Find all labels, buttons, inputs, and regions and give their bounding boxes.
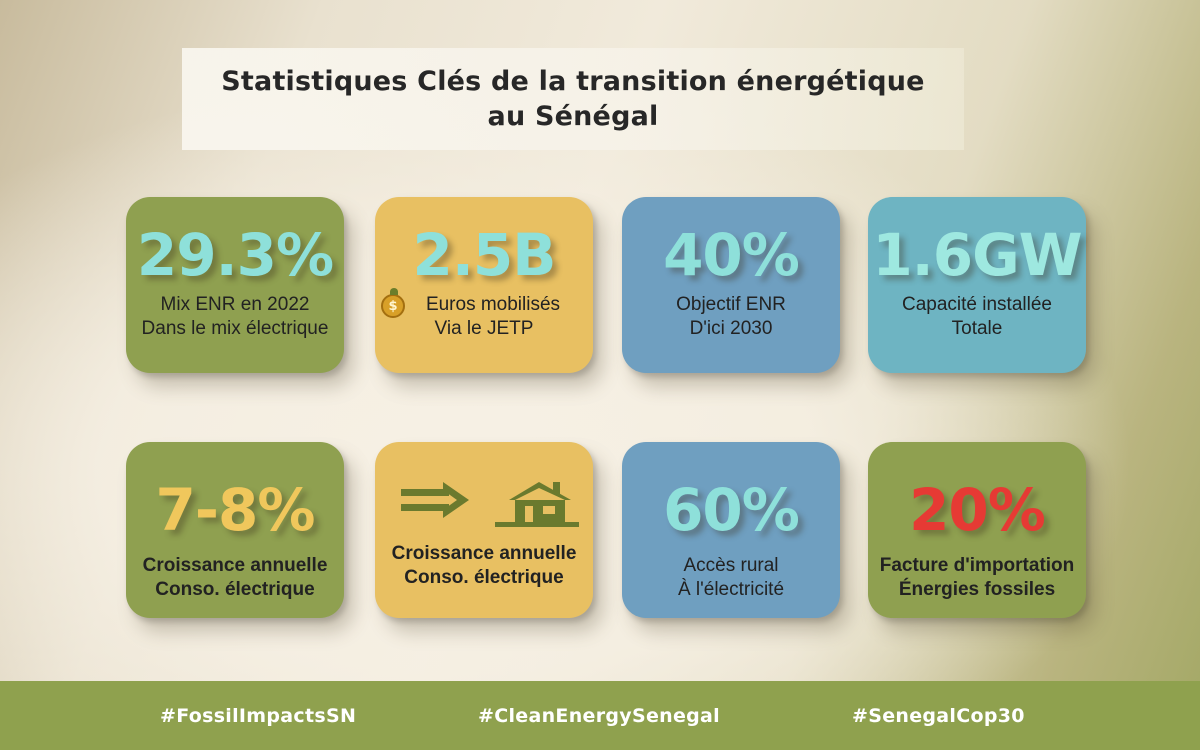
stat-value: 40% bbox=[663, 221, 800, 289]
stat-label-line-2: Via le JETP bbox=[434, 318, 534, 339]
stat-card-fossil-import-bill: 20% Facture d'importation Énergies fossi… bbox=[868, 442, 1086, 618]
page-title-line-1: Statistiques Clés de la transition énerg… bbox=[221, 66, 925, 97]
stat-label-line-2: Conso. électrique bbox=[404, 567, 564, 588]
stat-card-consumption-growth: 7-8% Croissance annuelle Conso. électriq… bbox=[126, 442, 344, 618]
hashtag-senegal-cop30: #SenegalCop30 bbox=[852, 705, 1025, 727]
hashtag-clean-energy: #CleanEnergySenegal bbox=[478, 705, 720, 727]
stat-label-line-1: Capacité installée bbox=[902, 294, 1052, 315]
stat-value: 1.6GW bbox=[872, 221, 1082, 289]
double-arrow-right-icon bbox=[401, 482, 469, 518]
stat-label-line-2: Dans le mix électrique bbox=[141, 318, 329, 339]
house-icon bbox=[495, 482, 579, 527]
stat-value: 29.3% bbox=[136, 221, 334, 289]
stat-label-line-1: Facture d'importation bbox=[879, 555, 1075, 576]
footer-bar: #FossilImpactsSN #CleanEnergySenegal #Se… bbox=[0, 681, 1200, 750]
stat-card-rural-access: 60% Accès rural À l'électricité bbox=[622, 442, 840, 618]
stat-label-line-1: Accès rural bbox=[683, 555, 779, 576]
stat-card-renewable-target: 40% Objectif ENR D'ici 2030 bbox=[622, 197, 840, 373]
stat-label-line-1: Croissance annuelle bbox=[142, 555, 328, 576]
stat-label-line-1: Mix ENR en 2022 bbox=[160, 294, 310, 315]
stat-value: 2.5B bbox=[412, 221, 557, 289]
page-title-line-2: au Sénégal bbox=[487, 101, 659, 132]
title-banner: Statistiques Clés de la transition énerg… bbox=[182, 48, 964, 150]
stat-label-line-2: D'ici 2030 bbox=[689, 318, 773, 339]
stat-card-consumption-growth-icons: Croissance annuelle Conso. électrique bbox=[375, 442, 593, 618]
stat-label-line-1: Euros mobilisés bbox=[425, 294, 561, 315]
stat-value: 20% bbox=[909, 476, 1046, 544]
hashtag-fossil-impacts: #FossilImpactsSN bbox=[160, 705, 357, 727]
icon-row bbox=[389, 476, 579, 530]
stat-card-jetp-funding: 2.5B $ Euros mobilisés Via le JETP bbox=[375, 197, 593, 373]
stat-card-renewable-mix: 29.3% Mix ENR en 2022 Dans le mix électr… bbox=[126, 197, 344, 373]
stat-label-line-2: Conso. électrique bbox=[155, 579, 315, 600]
stat-label-line-2: À l'électricité bbox=[677, 579, 785, 600]
stat-value: 60% bbox=[663, 476, 800, 544]
stat-value: 7-8% bbox=[155, 476, 316, 544]
stat-label-line-1: Objectif ENR bbox=[676, 294, 786, 315]
stat-card-installed-capacity: 1.6GW Capacité installée Totale bbox=[868, 197, 1086, 373]
stat-label-line-2: Énergies fossiles bbox=[898, 579, 1056, 600]
stat-label-line-2: Totale bbox=[951, 318, 1003, 339]
dollar-coin-icon: $ bbox=[381, 288, 405, 318]
stat-label-line-1: Croissance annuelle bbox=[391, 543, 577, 564]
